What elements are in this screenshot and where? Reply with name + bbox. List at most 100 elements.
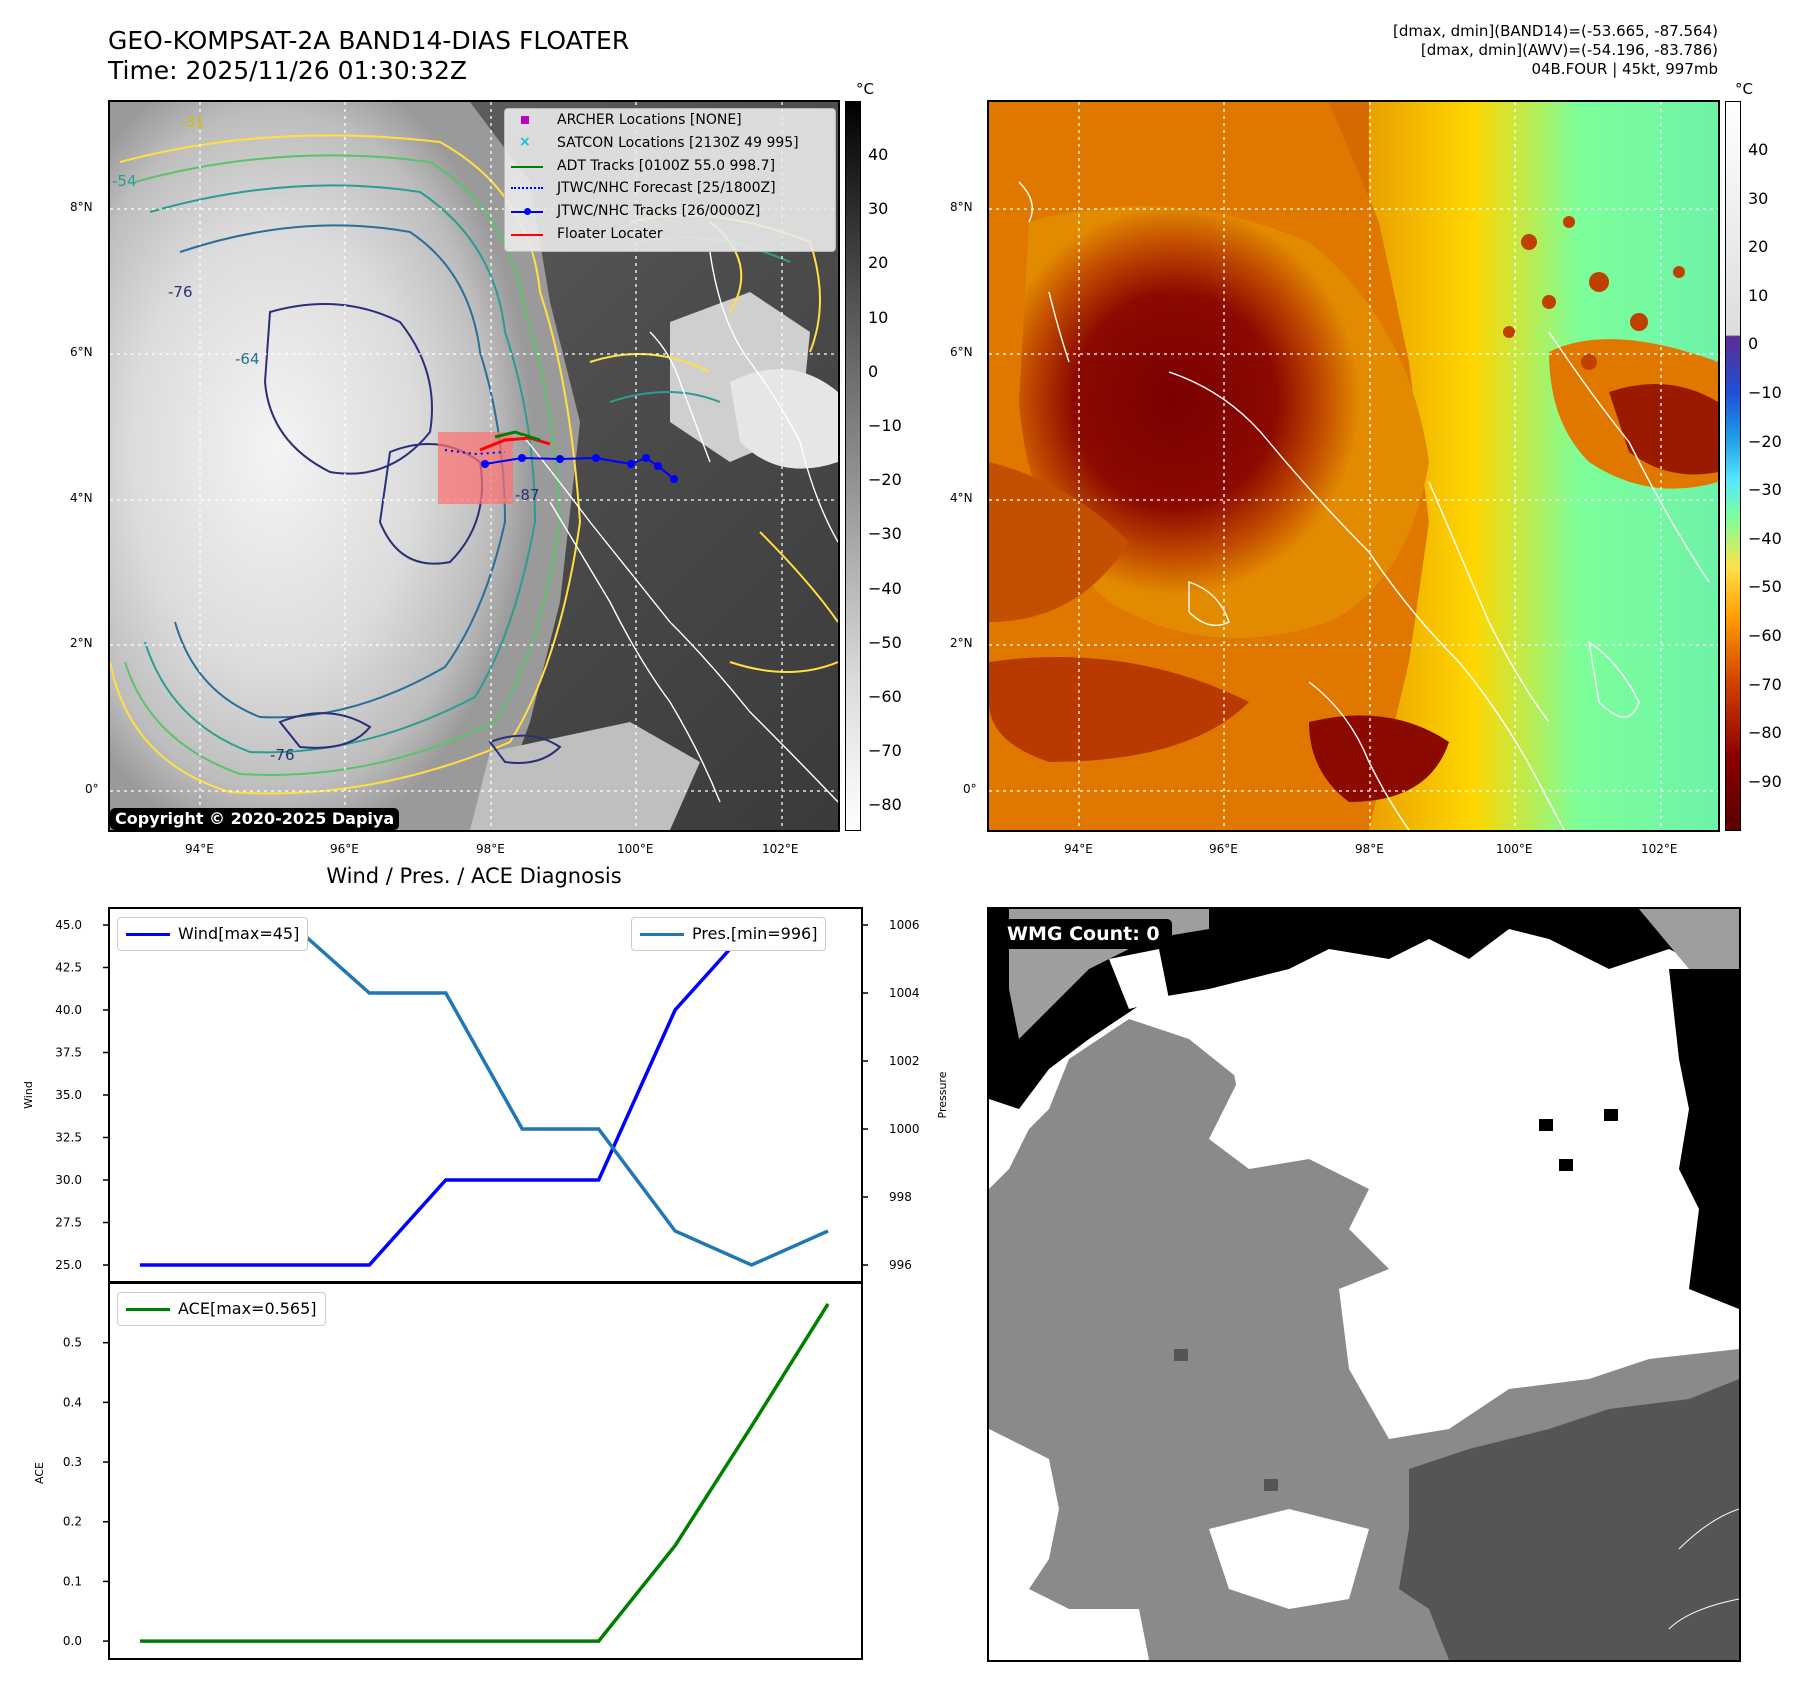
ir-colorbar-tick-label: −50 <box>868 632 902 652</box>
color-colorbar-tick-label: 10 <box>1748 285 1769 305</box>
lon-label: 98°E <box>476 842 505 856</box>
color-colorbar <box>1725 101 1741 831</box>
wmg-panel: WMG Count: 0 <box>987 907 1741 1662</box>
ace-legend-label: ACE[max=0.565] <box>178 1299 317 1318</box>
pressure-y-tick-label: 1002 <box>889 1054 920 1068</box>
color-colorbar-tick-label: −60 <box>1748 626 1782 645</box>
forecast-line-icon <box>511 187 543 190</box>
color-gridlines <box>989 102 1718 830</box>
color-colorbar-tick-label: −90 <box>1748 771 1782 791</box>
ir-colorbar-tick-label: −70 <box>868 741 902 761</box>
ace-plot-frame <box>108 1282 863 1660</box>
ace-y-tick-label: 0.3 <box>63 1455 82 1469</box>
ir-colorbar <box>845 101 861 831</box>
contour-label: -76 <box>270 746 295 764</box>
color-colorbar-tick-label: −10 <box>1748 383 1782 402</box>
color-colorbar-tick-label: 40 <box>1748 140 1769 159</box>
diagnosis-title: Wind / Pres. / ACE Diagnosis <box>326 864 622 888</box>
wind-y-tick-label: 25.0 <box>55 1258 82 1272</box>
lat-label: 6°N <box>70 345 93 359</box>
wind-legend-label: Wind[max=45] <box>178 924 300 943</box>
ir-colorbar-tick-label: −80 <box>868 795 902 815</box>
ace-y-tick-label: 0.4 <box>63 1395 82 1409</box>
archer-marker-icon <box>521 116 529 124</box>
contour-label: -76 <box>168 283 193 301</box>
color-colorbar-tick-label: −80 <box>1748 723 1782 743</box>
color-colorbar-tick-label: −50 <box>1748 577 1782 597</box>
wind-y-tick-label: 40.0 <box>55 1003 82 1017</box>
wind-axis-label: Wind <box>22 1081 35 1109</box>
wind-y-tick-label: 32.5 <box>55 1131 82 1145</box>
contour-label: -64 <box>235 350 260 368</box>
lat-label: 2°N <box>950 636 973 650</box>
ir-colorbar-tick-label: 40 <box>868 145 889 164</box>
legend-item-adt: ADT Tracks [0100Z 55.0 998.7] <box>505 155 835 178</box>
wind-y-tick-label: 27.5 <box>55 1216 82 1230</box>
color-colorbar-tick-label: 20 <box>1748 237 1769 257</box>
pressure-y-tick-label: 1004 <box>889 986 920 1000</box>
wind-y-tick-label: 30.0 <box>55 1173 82 1187</box>
ir-legend: ARCHER Locations [NONE] × SATCON Locatio… <box>504 108 836 252</box>
color-colorbar-tick-label: −40 <box>1748 528 1782 548</box>
ace-y-tick-label: 0.5 <box>63 1336 82 1350</box>
legend-label: Floater Locater <box>557 225 663 242</box>
lat-label: 4°N <box>950 491 973 505</box>
color-colorbar-tick-label: 0 <box>1748 334 1759 354</box>
ir-colorbar-tick-label: 0 <box>868 361 879 381</box>
pressure-y-tick-label: 1006 <box>889 918 920 932</box>
ace-y-tick-label: 0.0 <box>63 1634 82 1648</box>
title-line2: Time: 2025/11/26 01:30:32Z <box>108 56 467 85</box>
info-band14: [dmax, dmin](BAND14)=(-53.665, -87.564) <box>1393 22 1718 40</box>
wind-series-line <box>140 923 753 1267</box>
lon-label: 100°E <box>617 842 654 856</box>
lon-label: 102°E <box>762 842 799 856</box>
lon-label: 98°E <box>1355 842 1384 856</box>
lat-label: 4°N <box>70 491 93 505</box>
diagnosis-chart: 45.0 42.5 40.0 37.5 35.0 32.5 30.0 27.5 25.0 1006… <box>22 907 949 1660</box>
color-colorbar-unit: °C <box>1735 80 1753 98</box>
ir-colorbar-tick-label: 10 <box>868 307 889 327</box>
tracks-dot-icon <box>524 208 531 216</box>
pressure-legend-label: Pres.[min=996] <box>692 924 818 943</box>
adt-line-icon <box>511 165 543 168</box>
wind-legend: Wind[max=45] <box>117 917 309 951</box>
wind-y-tick-label: 37.5 <box>55 1046 82 1060</box>
info-awv: [dmax, dmin](AWV)=(-54.196, -83.786) <box>1420 41 1718 59</box>
ir-colorbar-unit: °C <box>856 80 874 98</box>
wind-y-tick-label: 35.0 <box>55 1088 82 1102</box>
lat-label: 0° <box>85 782 99 796</box>
ir-colorbar-tick-label: −30 <box>868 524 902 544</box>
ace-axis-label: ACE <box>33 1462 46 1484</box>
lat-label: 8°N <box>950 200 973 214</box>
pressure-series-line <box>140 923 829 1267</box>
pressure-y-tick-label: 996 <box>889 1258 912 1272</box>
wmg-count-badge: WMG Count: 0 <box>995 919 1172 949</box>
wind-y-tick-label: 42.5 <box>55 961 82 975</box>
lat-label: 2°N <box>70 636 93 650</box>
ace-series-line <box>140 1302 830 1643</box>
info-storm: 04B.FOUR | 45kt, 997mb <box>1531 60 1718 78</box>
adt-track <box>494 430 541 442</box>
pressure-y-tick-label: 1000 <box>889 1122 920 1136</box>
pressure-legend-line-icon <box>640 933 684 936</box>
ir-map-panel: -31 -54 -64 -76 -87 -76 ARCHER Locations… <box>108 100 840 832</box>
lon-label: 96°E <box>330 842 359 856</box>
title-line1: GEO-KOMPSAT-2A BAND14-DIAS FLOATER <box>108 26 630 55</box>
legend-label: JTWC/NHC Tracks [26/0000Z] <box>557 203 761 220</box>
copyright-badge: Copyright © 2020-2025 Dapiya <box>110 808 400 830</box>
satcon-marker-icon: × <box>519 133 531 150</box>
ir-colorbar-tick-label: −20 <box>868 470 902 490</box>
floater-locator-box <box>438 432 513 504</box>
legend-item-satcon: × SATCON Locations [2130Z 49 995] <box>505 132 835 155</box>
color-colorbar-tick-label: −20 <box>1748 431 1782 451</box>
legend-label: ADT Tracks [0100Z 55.0 998.7] <box>557 157 776 174</box>
floater-locater-track <box>479 436 551 452</box>
lon-label: 94°E <box>1064 842 1093 856</box>
ir-colorbar-tick-label: −10 <box>868 416 902 435</box>
wind-plot-frame <box>108 907 863 1283</box>
lat-label: 0° <box>963 782 977 796</box>
legend-label: SATCON Locations [2130Z 49 995] <box>557 134 799 151</box>
lat-label: 8°N <box>70 200 93 214</box>
diagnostic-info: [dmax, dmin](BAND14)=(-53.665, -87.564) … <box>1393 22 1718 79</box>
ace-legend: ACE[max=0.565] <box>117 1292 326 1326</box>
